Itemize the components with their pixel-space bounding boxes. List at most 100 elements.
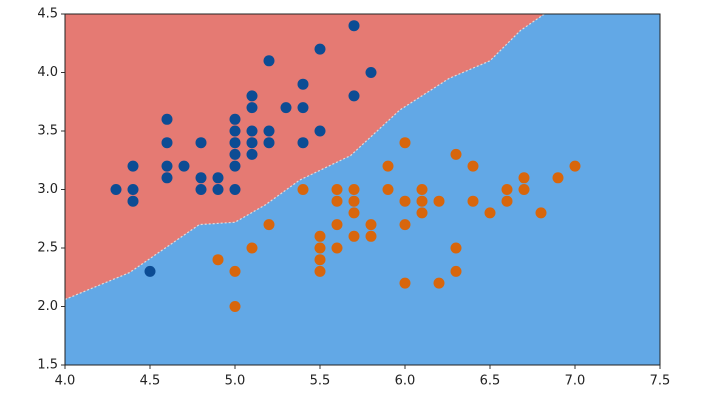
data-point bbox=[127, 195, 139, 207]
data-point bbox=[195, 184, 207, 195]
x-tick-label: 7.0 bbox=[565, 374, 586, 389]
plot-frame bbox=[64, 13, 661, 366]
data-point bbox=[331, 195, 343, 207]
x-tick-label: 5.5 bbox=[310, 374, 331, 389]
data-point bbox=[450, 242, 462, 254]
data-point bbox=[314, 254, 326, 266]
data-point bbox=[229, 125, 241, 137]
data-point bbox=[314, 230, 326, 242]
x-tick-label: 6.0 bbox=[395, 374, 416, 389]
data-point bbox=[365, 219, 377, 231]
data-point bbox=[501, 195, 513, 207]
data-point bbox=[246, 148, 258, 160]
x-tick-label: 7.5 bbox=[650, 374, 671, 389]
data-point bbox=[195, 172, 207, 184]
data-point bbox=[195, 137, 207, 149]
data-point bbox=[416, 184, 428, 195]
data-point bbox=[399, 137, 411, 149]
data-point bbox=[416, 207, 428, 219]
data-point bbox=[263, 55, 275, 67]
data-point bbox=[246, 102, 258, 114]
data-point bbox=[314, 43, 326, 55]
data-point bbox=[178, 160, 190, 172]
data-point bbox=[331, 184, 343, 195]
data-point bbox=[161, 160, 173, 172]
data-point bbox=[314, 125, 326, 137]
data-point bbox=[229, 265, 241, 277]
data-point bbox=[161, 137, 173, 149]
data-point bbox=[144, 265, 156, 277]
data-point bbox=[263, 137, 275, 149]
x-tick-label: 4.5 bbox=[140, 374, 161, 389]
data-point bbox=[212, 172, 224, 184]
y-tick-label: 2.5 bbox=[37, 241, 58, 256]
data-point bbox=[314, 265, 326, 277]
x-tick-label: 4.0 bbox=[55, 374, 76, 389]
data-point bbox=[467, 195, 479, 207]
data-point bbox=[229, 113, 241, 125]
data-point bbox=[229, 160, 241, 172]
upper-region bbox=[65, 14, 545, 300]
data-point bbox=[161, 113, 173, 125]
data-point bbox=[518, 184, 530, 195]
data-point bbox=[382, 160, 394, 172]
data-point bbox=[433, 277, 445, 289]
data-point bbox=[467, 160, 479, 172]
y-tick-label: 3.0 bbox=[37, 182, 58, 197]
x-tick-label: 5.0 bbox=[225, 374, 246, 389]
y-tick-label: 4.0 bbox=[37, 65, 58, 80]
y-tick-label: 2.0 bbox=[37, 299, 58, 314]
data-point bbox=[348, 184, 360, 195]
x-tick-label: 6.5 bbox=[480, 374, 501, 389]
data-point bbox=[365, 230, 377, 242]
data-point bbox=[348, 195, 360, 207]
data-point bbox=[212, 184, 224, 195]
data-point bbox=[297, 137, 309, 149]
y-tick-label: 1.5 bbox=[37, 358, 58, 373]
data-point bbox=[331, 242, 343, 254]
data-point bbox=[382, 184, 394, 195]
data-point bbox=[229, 184, 241, 195]
data-point bbox=[314, 242, 326, 254]
data-point bbox=[433, 195, 445, 207]
data-point bbox=[348, 230, 360, 242]
data-point bbox=[297, 102, 309, 114]
data-point bbox=[246, 242, 258, 254]
data-point bbox=[229, 301, 241, 312]
data-point bbox=[212, 254, 224, 266]
data-point bbox=[246, 125, 258, 137]
data-point bbox=[535, 207, 547, 219]
y-tick-label: 4.5 bbox=[37, 7, 58, 22]
data-point bbox=[127, 160, 139, 172]
data-point bbox=[399, 219, 411, 231]
y-tick-label: 3.5 bbox=[37, 124, 58, 139]
data-point bbox=[263, 219, 275, 231]
data-point bbox=[450, 148, 462, 160]
data-point bbox=[416, 195, 428, 207]
data-point bbox=[127, 184, 139, 195]
data-point bbox=[246, 137, 258, 149]
data-point bbox=[246, 90, 258, 102]
data-point bbox=[263, 125, 275, 137]
data-point bbox=[280, 102, 292, 114]
decision-boundary bbox=[64, 13, 545, 301]
data-point bbox=[161, 172, 173, 184]
data-point bbox=[484, 207, 496, 219]
data-point bbox=[229, 148, 241, 160]
data-point bbox=[399, 195, 411, 207]
data-point bbox=[331, 219, 343, 231]
data-point bbox=[297, 184, 309, 195]
data-point bbox=[569, 160, 581, 172]
data-point bbox=[552, 172, 564, 184]
data-point bbox=[518, 172, 530, 184]
data-point bbox=[348, 20, 360, 32]
data-point bbox=[450, 265, 462, 277]
data-point bbox=[110, 184, 122, 195]
data-point bbox=[348, 90, 360, 102]
data-point bbox=[501, 184, 513, 195]
data-point bbox=[229, 137, 241, 149]
data-point bbox=[348, 207, 360, 219]
data-point bbox=[297, 78, 309, 90]
data-point bbox=[399, 277, 411, 289]
